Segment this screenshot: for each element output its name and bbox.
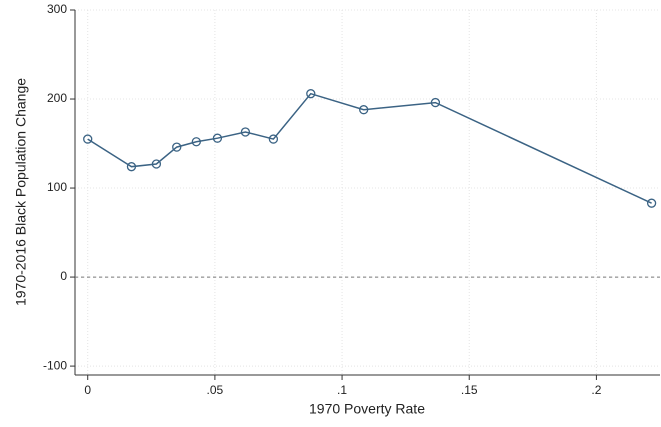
x-tick-label: .05 (207, 383, 224, 397)
x-axis-title: 1970 Poverty Rate (309, 401, 425, 417)
x-tick-label: .15 (461, 383, 478, 397)
point (306, 89, 316, 99)
point (268, 134, 279, 144)
point (646, 198, 657, 208)
y-tick-label: 0 (60, 269, 67, 283)
y-tick-label: 300 (47, 2, 67, 16)
point (172, 142, 182, 152)
point (359, 105, 369, 115)
point (151, 159, 162, 169)
y-tick-label: -100 (43, 358, 67, 372)
point (430, 97, 441, 108)
point (212, 133, 223, 143)
x-tick-label: .2 (591, 383, 601, 397)
point (240, 127, 251, 137)
x-tick-label: 0 (84, 383, 91, 397)
point (126, 162, 137, 172)
point (83, 134, 93, 144)
point (191, 137, 201, 147)
y-tick-label: 100 (47, 180, 67, 194)
y-tick-label: 200 (47, 91, 67, 105)
x-tick-label: .1 (337, 383, 347, 397)
y-axis-title: 1970-2016 Black Population Change (13, 78, 29, 306)
